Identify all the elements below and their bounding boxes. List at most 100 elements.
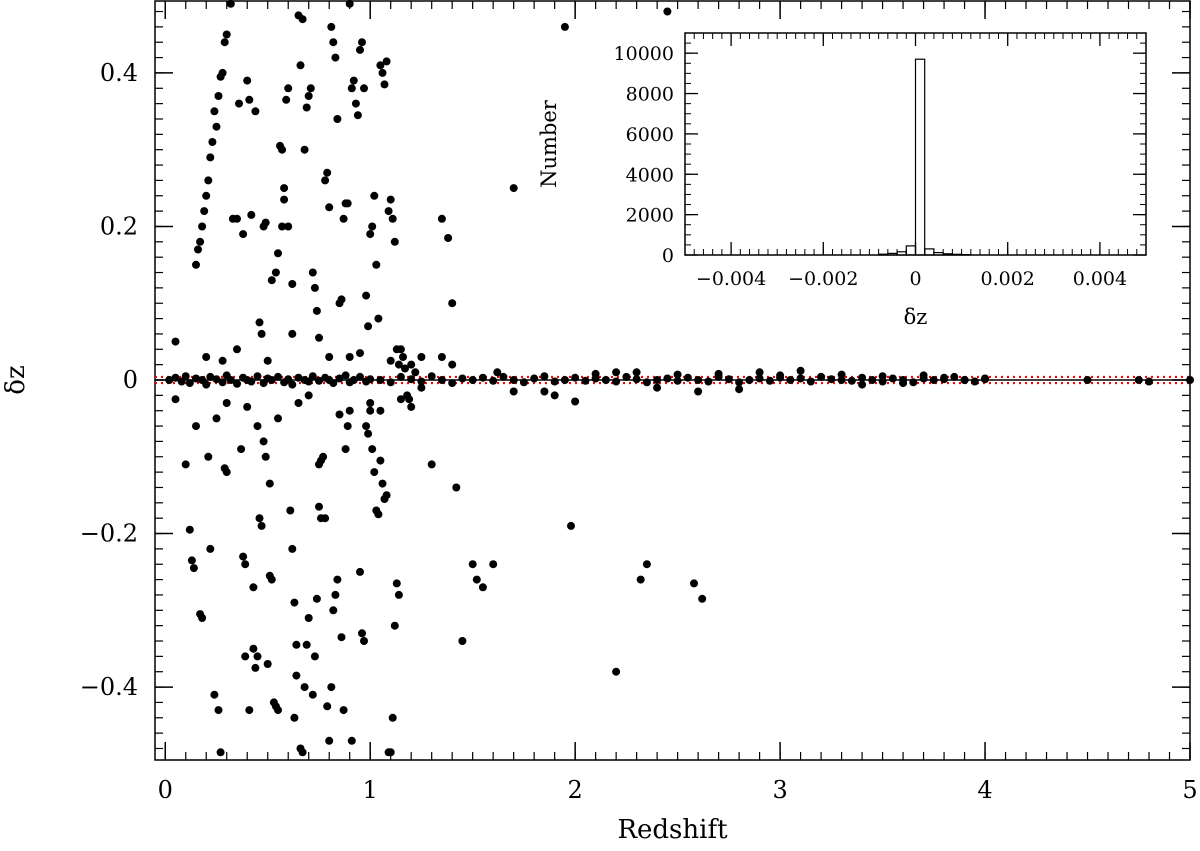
data-point — [172, 395, 180, 403]
data-point — [387, 378, 395, 386]
data-point — [243, 403, 251, 411]
data-point — [407, 403, 415, 411]
data-point — [260, 437, 268, 445]
data-point — [258, 522, 266, 530]
data-point — [237, 445, 245, 453]
data-point — [305, 391, 313, 399]
data-point — [243, 77, 251, 85]
data-point — [333, 576, 341, 584]
data-point — [372, 261, 380, 269]
data-point — [366, 407, 374, 415]
data-point — [325, 203, 333, 211]
data-point — [858, 381, 866, 389]
data-point — [458, 375, 466, 383]
data-point — [366, 230, 374, 238]
data-point — [204, 176, 212, 184]
data-point — [274, 706, 282, 714]
data-point — [213, 414, 221, 422]
data-point — [360, 637, 368, 645]
data-point — [198, 614, 206, 622]
data-point — [971, 378, 979, 386]
data-point — [299, 748, 307, 756]
data-point — [633, 375, 641, 383]
data-point — [342, 371, 350, 379]
data-point — [346, 0, 354, 8]
data-point — [206, 153, 214, 161]
data-point — [358, 629, 366, 637]
inset-x-tick-label: 0 — [909, 268, 921, 290]
histogram-bar — [952, 254, 961, 255]
data-point — [311, 652, 319, 660]
data-point — [278, 146, 286, 154]
data-point — [366, 375, 374, 383]
data-point — [889, 375, 897, 383]
x-tick-label: 1 — [363, 776, 378, 804]
data-point — [331, 591, 339, 599]
data-point — [290, 714, 298, 722]
data-point — [350, 77, 358, 85]
data-point — [405, 395, 413, 403]
data-point — [786, 376, 794, 384]
data-point — [581, 377, 589, 385]
data-point — [1145, 378, 1153, 386]
data-point — [258, 330, 266, 338]
data-point — [303, 641, 311, 649]
data-point — [254, 652, 262, 660]
data-point — [305, 92, 313, 100]
y-tick-label: −0.2 — [80, 520, 138, 548]
data-point — [325, 353, 333, 361]
data-point — [469, 376, 477, 384]
data-point — [637, 576, 645, 584]
data-point — [698, 595, 706, 603]
data-point — [172, 338, 180, 346]
x-tick-label: 3 — [772, 776, 787, 804]
data-point — [202, 353, 210, 361]
data-point — [745, 376, 753, 384]
inset-x-tick-label: 0.004 — [1073, 268, 1127, 290]
data-point — [284, 223, 292, 231]
data-point — [210, 691, 218, 699]
data-point — [376, 376, 384, 384]
data-point — [602, 376, 610, 384]
data-point — [266, 480, 274, 488]
data-point — [981, 375, 989, 383]
data-point — [551, 391, 559, 399]
data-point — [452, 484, 460, 492]
data-point — [397, 395, 405, 403]
data-point — [391, 238, 399, 246]
data-point — [469, 560, 477, 568]
data-point — [219, 69, 227, 77]
data-point — [327, 23, 335, 31]
data-point — [389, 215, 397, 223]
data-point — [684, 374, 692, 382]
data-point — [264, 357, 272, 365]
data-point — [674, 371, 682, 379]
data-point — [428, 460, 436, 468]
data-point — [323, 169, 331, 177]
data-point — [307, 84, 315, 92]
data-point — [288, 381, 296, 389]
data-point — [274, 414, 282, 422]
data-point — [397, 345, 405, 353]
data-point — [879, 372, 887, 380]
data-point — [489, 377, 497, 385]
x-tick-label: 5 — [1182, 776, 1197, 804]
data-point — [319, 453, 327, 461]
data-point — [221, 38, 229, 46]
data-point — [961, 376, 969, 384]
data-point — [249, 583, 257, 591]
data-point — [663, 375, 671, 383]
data-point — [321, 176, 329, 184]
data-point — [417, 353, 425, 361]
data-point — [241, 652, 249, 660]
data-point — [663, 8, 671, 16]
data-point — [1084, 376, 1092, 384]
data-point — [489, 560, 497, 568]
x-tick-label: 4 — [977, 776, 992, 804]
data-point — [241, 560, 249, 568]
data-point — [256, 318, 264, 326]
data-point — [694, 376, 702, 384]
data-point — [204, 453, 212, 461]
data-point — [417, 378, 425, 386]
